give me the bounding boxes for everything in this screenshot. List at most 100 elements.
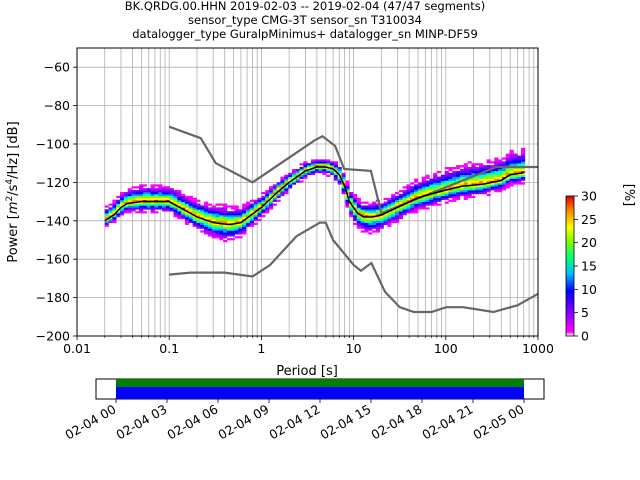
x-tick-label: 10 [346,341,362,356]
psd-cell [486,193,491,197]
psd-cell [246,203,251,206]
psd-cell [509,182,514,185]
psd-cell [169,195,174,199]
psd-cell [391,220,396,224]
psd-cell [463,167,468,170]
psd-cell [513,170,518,174]
y-tick-label: −80 [44,98,70,113]
psd-cell [402,197,407,200]
psd-cell [509,184,514,187]
psd-cell [330,168,335,172]
psd-cell [303,172,308,176]
psd-cell [192,203,197,206]
psd-cell [452,193,457,197]
psd-cell [322,170,327,174]
psd-cell [211,232,216,235]
psd-cell [505,161,510,164]
psd-cell [310,170,316,174]
psd-cell [165,199,170,202]
psd-cell [326,161,331,164]
psd-cell [112,203,117,206]
psd-cell [276,192,281,195]
psd-cell [429,195,434,199]
psd-cell [165,205,170,208]
psd-cell [150,188,155,191]
psd-cell [188,215,193,218]
psd-cell [219,226,224,229]
psd-cell [173,199,178,202]
psd-cell [120,197,125,200]
psd-cell [410,190,415,193]
psd-cell [417,184,423,187]
psd-cell [249,203,254,206]
psd-cell [475,176,480,179]
psd-cell [322,159,327,162]
psd-cell [242,211,247,214]
psd-cell [517,178,522,181]
psd-cell [375,224,381,227]
psd-cell [402,186,407,189]
psd-cell [272,203,277,206]
psd-cell [437,184,442,187]
psd-cell [402,199,407,202]
psd-cell [223,224,228,227]
psd-cell [414,207,419,210]
psd-cell [257,197,262,200]
psd-cell [417,205,423,208]
psd-cell [490,182,495,185]
psd-cell [513,155,518,158]
psd-cell [242,207,247,210]
psd-cell [467,170,472,174]
psd-cell [204,205,209,208]
psd-cell [196,207,201,210]
psd-cell [517,155,522,158]
psd-cell [131,197,136,200]
psd-cell [177,209,182,212]
psd-cell [173,193,178,197]
psd-cell [444,172,449,176]
psd-cell [330,170,335,174]
psd-cell [207,216,212,220]
psd-cell [196,220,201,224]
psd-cell [192,199,197,202]
psd-cell [181,205,186,208]
psd-cell [215,207,220,210]
y-tick-label: −160 [36,252,70,267]
y-tick-label: −120 [36,175,70,190]
psd-cell [238,228,243,231]
psd-cell [108,220,113,224]
psd-cell [364,209,369,212]
psd-cell [257,201,262,204]
psd-cell [200,218,205,222]
psd-cell [394,195,400,199]
psd-cell [383,215,388,218]
psd-cell [372,213,377,216]
psd-cell [188,220,193,224]
psd-cell [150,207,155,210]
psd-cell [417,193,423,197]
y-axis-ticks: −60 −80 −100 −120 −140 −160 −180 −200 [36,60,77,344]
psd-cell [509,170,514,174]
psd-cell [272,184,277,187]
psd-cell [242,213,247,216]
psd-cell [433,178,438,181]
psd-cell [372,224,377,227]
psd-cell [310,159,316,162]
psd-cell [440,192,445,195]
psd-cell [463,174,468,177]
psd-cell [433,176,438,179]
psd-cell [341,174,346,177]
psd-cell [479,190,484,193]
psd-cell [375,205,381,208]
psd-cell [280,192,285,195]
psd-cell [360,207,365,210]
psd-cell [284,178,289,181]
psd-cell [184,216,190,220]
psd-cell [230,232,235,235]
psd-cell [364,211,369,214]
psd-cell [387,216,392,220]
psd-cell [142,199,148,202]
psd-cell [246,201,251,204]
mean-psd-line [104,166,524,226]
psd-cell [402,211,407,214]
